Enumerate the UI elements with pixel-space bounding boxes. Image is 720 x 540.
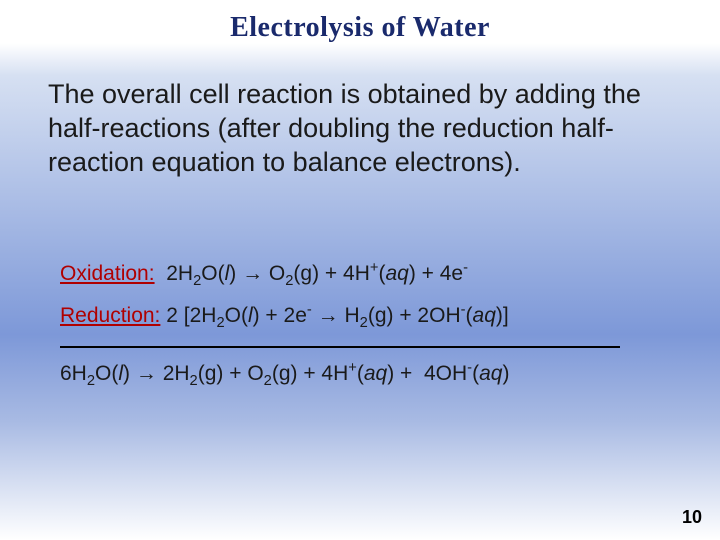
slide-title: Electrolysis of Water — [0, 12, 720, 44]
reduction-label: Reduction: — [60, 304, 160, 327]
page-number: 10 — [682, 507, 702, 528]
oxidation-label: Oxidation: — [60, 262, 155, 285]
slide: Electrolysis of Water The overall cell r… — [0, 0, 720, 540]
overall-reaction: 6H2O(l) → 2H2(g) + O2(g) + 4H+(aq) + 4OH… — [60, 362, 660, 386]
reduction-reaction: Reduction: 2 [2H2O(l) + 2e- → H2(g) + 2O… — [60, 304, 660, 328]
body-paragraph: The overall cell reaction is obtained by… — [48, 78, 658, 179]
oxidation-reaction: Oxidation: 2H2O(l) → O2(g) + 4H+(aq) + 4… — [60, 262, 660, 286]
divider-line — [60, 346, 620, 348]
reaction-block: Oxidation: 2H2O(l) → O2(g) + 4H+(aq) + 4… — [60, 262, 660, 386]
